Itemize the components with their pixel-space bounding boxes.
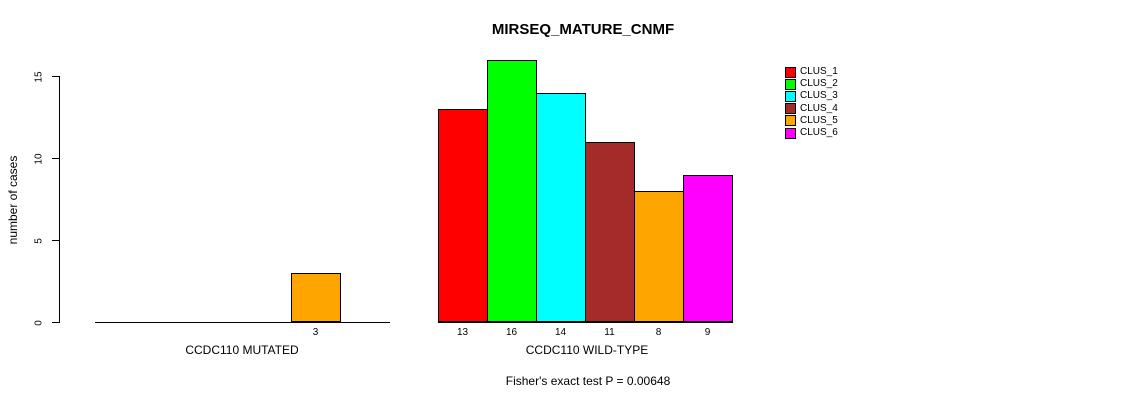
bar-clus_6 bbox=[683, 174, 733, 323]
legend-item: CLUS_2 bbox=[785, 78, 838, 90]
chart-title: MIRSEQ_MATURE_CNMF bbox=[491, 21, 675, 38]
legend-label: CLUS_1 bbox=[800, 66, 838, 78]
legend-label: CLUS_4 bbox=[800, 102, 838, 114]
group-label-mutated: CCDC110 MUTATED bbox=[185, 343, 299, 357]
group-baseline bbox=[438, 322, 733, 323]
fisher-test-footnote: Fisher's exact test P = 0.00648 bbox=[505, 374, 671, 388]
legend-label: CLUS_3 bbox=[800, 90, 838, 102]
legend-item: CLUS_4 bbox=[785, 103, 838, 115]
y-tick-mark bbox=[52, 158, 60, 159]
bar-clus_2 bbox=[487, 60, 537, 323]
bar-value-label: 14 bbox=[554, 327, 567, 338]
bar-value-label: 9 bbox=[704, 327, 711, 338]
legend-label: CLUS_6 bbox=[800, 127, 838, 139]
y-tick-label: 15 bbox=[33, 70, 45, 83]
bar-clus_1 bbox=[438, 109, 488, 323]
y-tick-mark bbox=[52, 240, 60, 241]
legend-item: CLUS_6 bbox=[785, 127, 838, 139]
legend-swatch bbox=[785, 103, 796, 115]
legend-item: CLUS_3 bbox=[785, 90, 838, 102]
legend-item: CLUS_5 bbox=[785, 115, 838, 127]
legend-swatch bbox=[785, 78, 796, 90]
legend-swatch bbox=[785, 90, 796, 102]
y-axis-label: number of cases bbox=[6, 155, 20, 245]
bar-value-label: 16 bbox=[505, 327, 518, 338]
bar-value-label: 11 bbox=[604, 327, 615, 338]
bar-value-label: 8 bbox=[655, 327, 662, 338]
bar-value-label: 13 bbox=[456, 327, 469, 338]
legend-item: CLUS_1 bbox=[785, 66, 838, 78]
bar-clus_5 bbox=[291, 273, 341, 323]
legend-swatch bbox=[785, 127, 796, 139]
y-tick-mark bbox=[52, 322, 60, 323]
bar-value-label: 3 bbox=[312, 327, 319, 338]
y-axis-line bbox=[59, 76, 60, 323]
y-tick-label: 10 bbox=[33, 152, 45, 165]
legend: CLUS_1 CLUS_2 CLUS_3 CLUS_4 CLUS_5 CLUS_6 bbox=[785, 66, 838, 139]
y-tick-label: 5 bbox=[33, 237, 45, 244]
legend-label: CLUS_2 bbox=[800, 78, 838, 90]
bar-clus_5 bbox=[634, 191, 684, 323]
legend-swatch bbox=[785, 115, 796, 127]
group-baseline bbox=[95, 322, 390, 323]
legend-swatch bbox=[785, 66, 796, 78]
bar-clus_4 bbox=[585, 142, 635, 323]
legend-label: CLUS_5 bbox=[800, 114, 838, 126]
bar-clus_3 bbox=[536, 92, 586, 323]
y-tick-mark bbox=[52, 76, 60, 77]
group-label-wild-type: CCDC110 WILD-TYPE bbox=[525, 343, 649, 357]
y-tick-label: 0 bbox=[33, 319, 45, 326]
